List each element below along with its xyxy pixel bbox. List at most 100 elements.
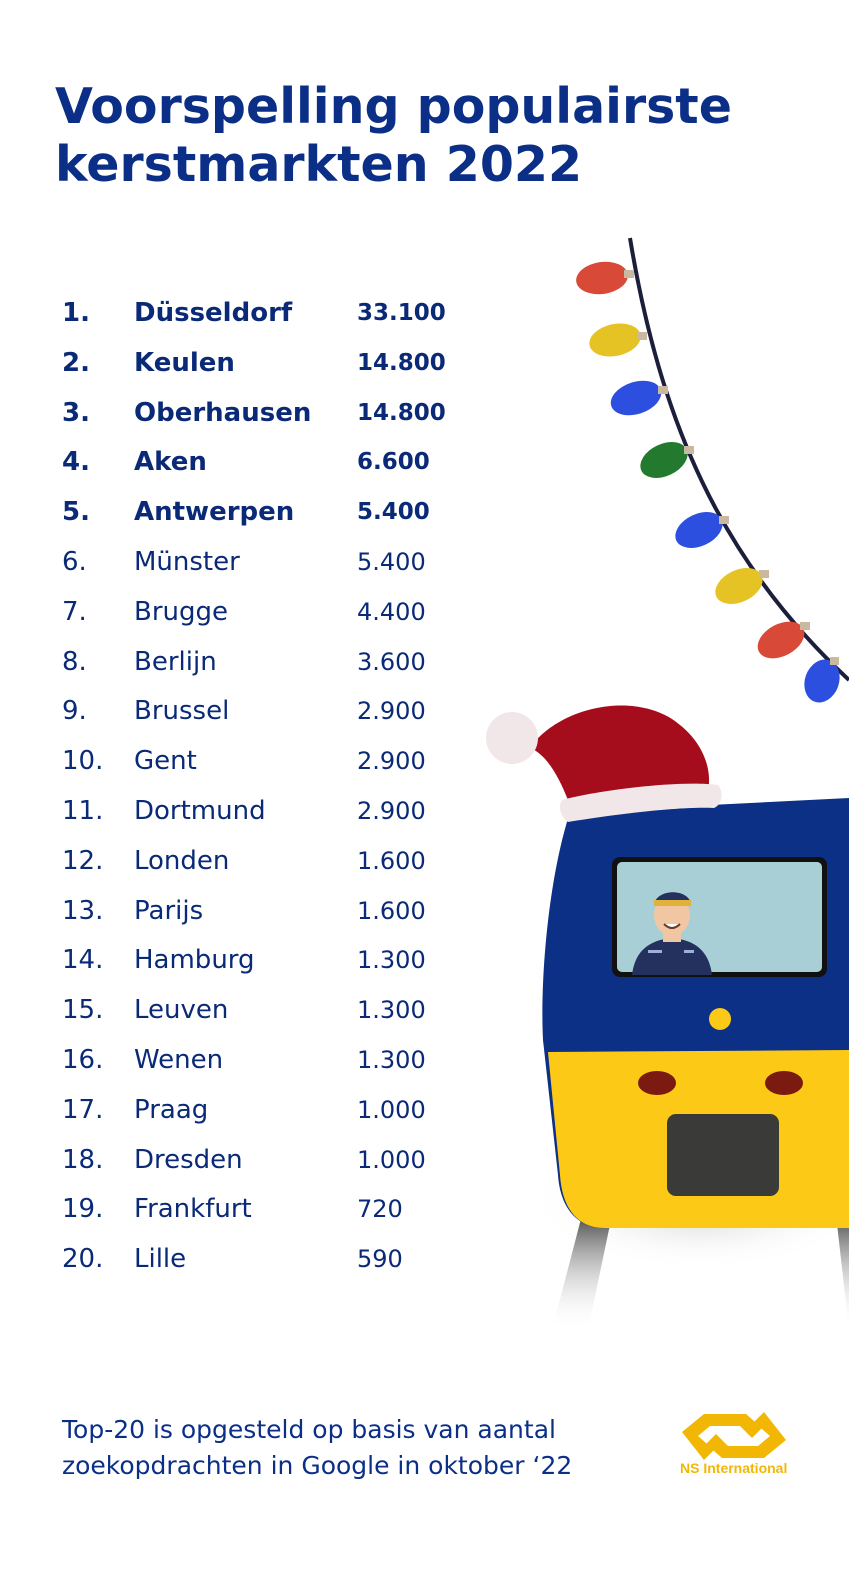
title-line-1: Voorspelling populairste [55,78,732,135]
city-name: Lille [134,1244,187,1275]
rank-number: 3. [62,397,90,428]
search-count: 14.800 [357,349,446,376]
search-count: 6.600 [357,449,430,476]
search-count: 1.300 [357,996,426,1025]
light-bulb-icon [757,621,810,659]
city-name: Praag [134,1094,209,1125]
rank-number: 4. [62,447,90,478]
footnote-line-2: zoekopdrachten in Google in oktober ‘22 [62,1451,573,1480]
list-item: 7. Brugge 4.400 [62,587,532,637]
list-item: 1. Düsseldorf 33.100 [62,288,532,338]
rail-left [552,1215,612,1330]
search-count: 5.400 [357,499,430,526]
rank-number: 18. [62,1144,104,1175]
city-name: Antwerpen [134,497,295,528]
list-item: 15. Leuven 1.300 [62,985,532,1035]
search-count: 1.600 [357,846,426,875]
list-item: 17. Praag 1.000 [62,1085,532,1135]
rank-number: 16. [62,1044,104,1075]
train-headlight [709,1008,731,1030]
city-name: Wenen [134,1044,224,1075]
rank-number: 12. [62,845,104,876]
rank-number: 11. [62,795,104,826]
ranking-list: 1. Düsseldorf 33.100 2. Keulen 14.800 3. Ober… [62,288,532,1284]
search-count: 1.000 [357,1145,426,1174]
search-count: 5.400 [357,547,426,576]
list-item: 14. Hamburg 1.300 [62,935,532,985]
list-item: 13. Parijs 1.600 [62,886,532,936]
rank-number: 8. [62,646,87,677]
list-item: 6. Münster 5.400 [62,537,532,587]
search-count: 4.400 [357,597,426,626]
city-name: Dortmund [134,795,266,826]
train-coupler [667,1114,779,1196]
city-name: Münster [134,546,240,577]
rank-number: 10. [62,746,104,777]
train-front [542,798,849,1228]
city-name: Frankfurt [134,1194,252,1225]
rail-right [836,1215,849,1330]
title-line-2: kerstmarkten 2022 [55,136,583,193]
city-name: Keulen [134,347,235,378]
rank-number: 17. [62,1094,104,1125]
city-name: Berlijn [134,646,217,677]
search-count: 2.900 [357,747,426,776]
search-count: 14.800 [357,399,446,426]
train-lamp-left [638,1071,676,1095]
city-name: Aken [134,447,207,478]
search-count: 33.100 [357,300,446,326]
search-count: 3.600 [357,647,426,676]
list-item: 9. Brussel 2.900 [62,686,532,736]
search-count: 1.300 [357,946,426,975]
rank-number: 19. [62,1194,104,1225]
light-bulb-icon [640,442,694,478]
city-name: Düsseldorf [134,298,293,328]
page-title: Voorspelling populairste kerstmarkten 20… [55,78,775,194]
city-name: Oberhausen [134,397,312,428]
rank-number: 13. [62,895,104,926]
city-name: Brugge [134,596,229,627]
search-count: 1.600 [357,896,426,925]
search-count: 1.000 [357,1095,426,1124]
rank-number: 1. [62,298,90,328]
rank-number: 5. [62,497,90,528]
light-bulb-icon [576,261,634,295]
city-name: Hamburg [134,945,255,976]
rank-number: 6. [62,546,87,577]
city-name: Dresden [134,1144,243,1175]
search-count: 1.300 [357,1045,426,1074]
rank-number: 7. [62,596,87,627]
list-item: 20. Lille 590 [62,1234,532,1284]
list-item: 16. Wenen 1.300 [62,1035,532,1085]
list-item: 19. Frankfurt 720 [62,1184,532,1234]
list-item: 3. Oberhausen 14.800 [62,388,532,438]
city-name: Brussel [134,696,230,727]
list-item: 8. Berlijn 3.600 [62,637,532,687]
rank-number: 2. [62,347,90,378]
christmas-lights [576,261,840,703]
rank-number: 20. [62,1244,104,1275]
light-bulb-icon [610,380,668,416]
search-count: 2.900 [357,697,426,726]
search-count: 2.900 [357,796,426,825]
list-item: 5. Antwerpen 5.400 [62,487,532,537]
list-item: 18. Dresden 1.000 [62,1135,532,1185]
city-name: Gent [134,746,197,777]
footnote-line-1: Top-20 is opgesteld op basis van aantal [62,1415,556,1444]
logo-text: NS International [680,1460,788,1476]
list-item: 12. Londen 1.600 [62,836,532,886]
train-lamp-right [765,1071,803,1095]
list-item: 10. Gent 2.900 [62,736,532,786]
footnote: Top-20 is opgesteld op basis van aantal … [62,1412,682,1484]
list-item: 11. Dortmund 2.900 [62,786,532,836]
light-bulb-icon [804,657,840,703]
light-bulb-icon [589,323,647,357]
city-name: Leuven [134,995,229,1026]
list-item: 4. Aken 6.600 [62,437,532,487]
rank-number: 15. [62,995,104,1026]
santa-hat-icon [486,705,722,822]
rank-number: 9. [62,696,87,727]
city-name: Londen [134,845,230,876]
city-name: Parijs [134,895,204,926]
